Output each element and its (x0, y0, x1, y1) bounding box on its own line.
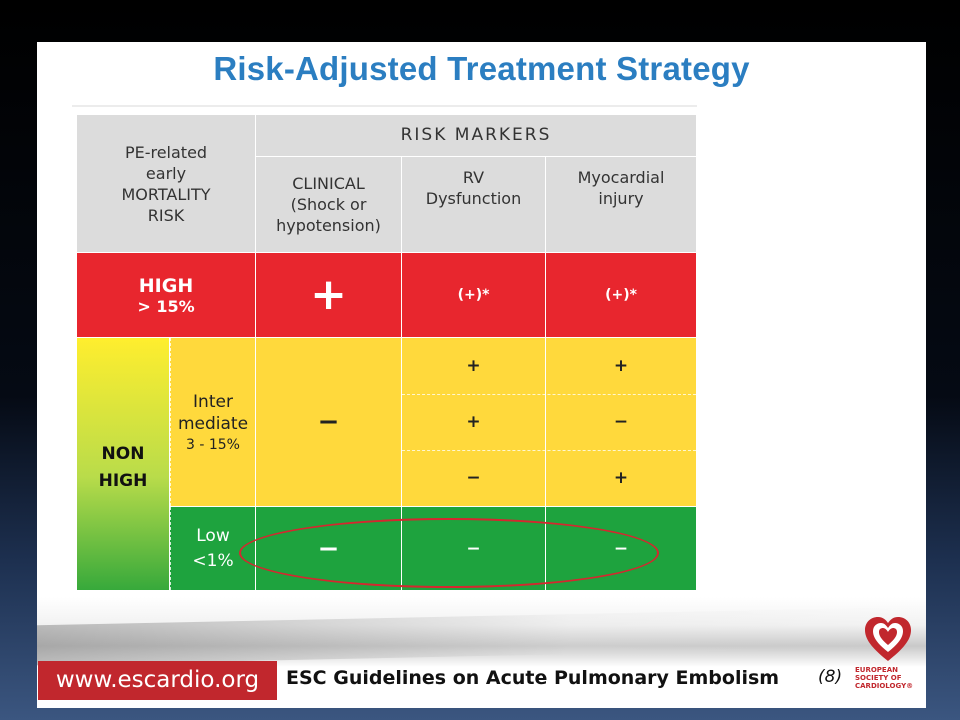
header-myocardial-injury: Myocardial injury (546, 157, 696, 252)
header-risk-markers: RISK MARKERS (256, 115, 696, 156)
intermediate-myo-value: + (546, 450, 696, 506)
intermediate-rv-value: − (402, 450, 545, 506)
high-myo-value: (+)* (546, 253, 696, 337)
intermediate-rv-value: + (402, 394, 545, 450)
row-divider (402, 394, 696, 395)
escardio-link[interactable]: www.escardio.org (38, 661, 277, 700)
slide: Risk-Adjusted Treatment Strategy PE-rela… (37, 42, 926, 708)
high-risk-label: HIGH > 15% (77, 253, 255, 337)
intermediate-myo-value: + (546, 338, 696, 394)
title-divider (72, 105, 697, 107)
non-high-risk-label: NON HIGH (77, 338, 169, 590)
esc-logo: EUROPEAN SOCIETY OF CARDIOLOGY® (855, 616, 919, 702)
slide-title: Risk-Adjusted Treatment Strategy (213, 50, 750, 87)
intermediate-rv-value: + (402, 338, 545, 394)
footer-guidelines-title: ESC Guidelines on Acute Pulmonary Emboli… (286, 667, 780, 689)
highlight-ellipse (239, 518, 659, 588)
footer-reference: (8) (818, 667, 843, 687)
row-divider (402, 450, 696, 451)
high-rv-value: (+)* (402, 253, 545, 337)
intermediate-myo-value: − (546, 394, 696, 450)
header-mortality-risk: PE-related early MORTALITY RISK (77, 115, 255, 252)
intermediate-risk-label: Inter mediate 3 - 15% (170, 338, 255, 506)
header-rv-dysfunction: RV Dysfunction (402, 157, 545, 252)
intermediate-clinical-value: − (256, 338, 401, 506)
header-clinical: CLINICAL (Shock or hypotension) (256, 157, 401, 252)
high-clinical-value: + (256, 253, 401, 337)
esc-logo-text: EUROPEAN SOCIETY OF CARDIOLOGY® (855, 666, 914, 690)
heart-logo-icon (865, 617, 911, 661)
